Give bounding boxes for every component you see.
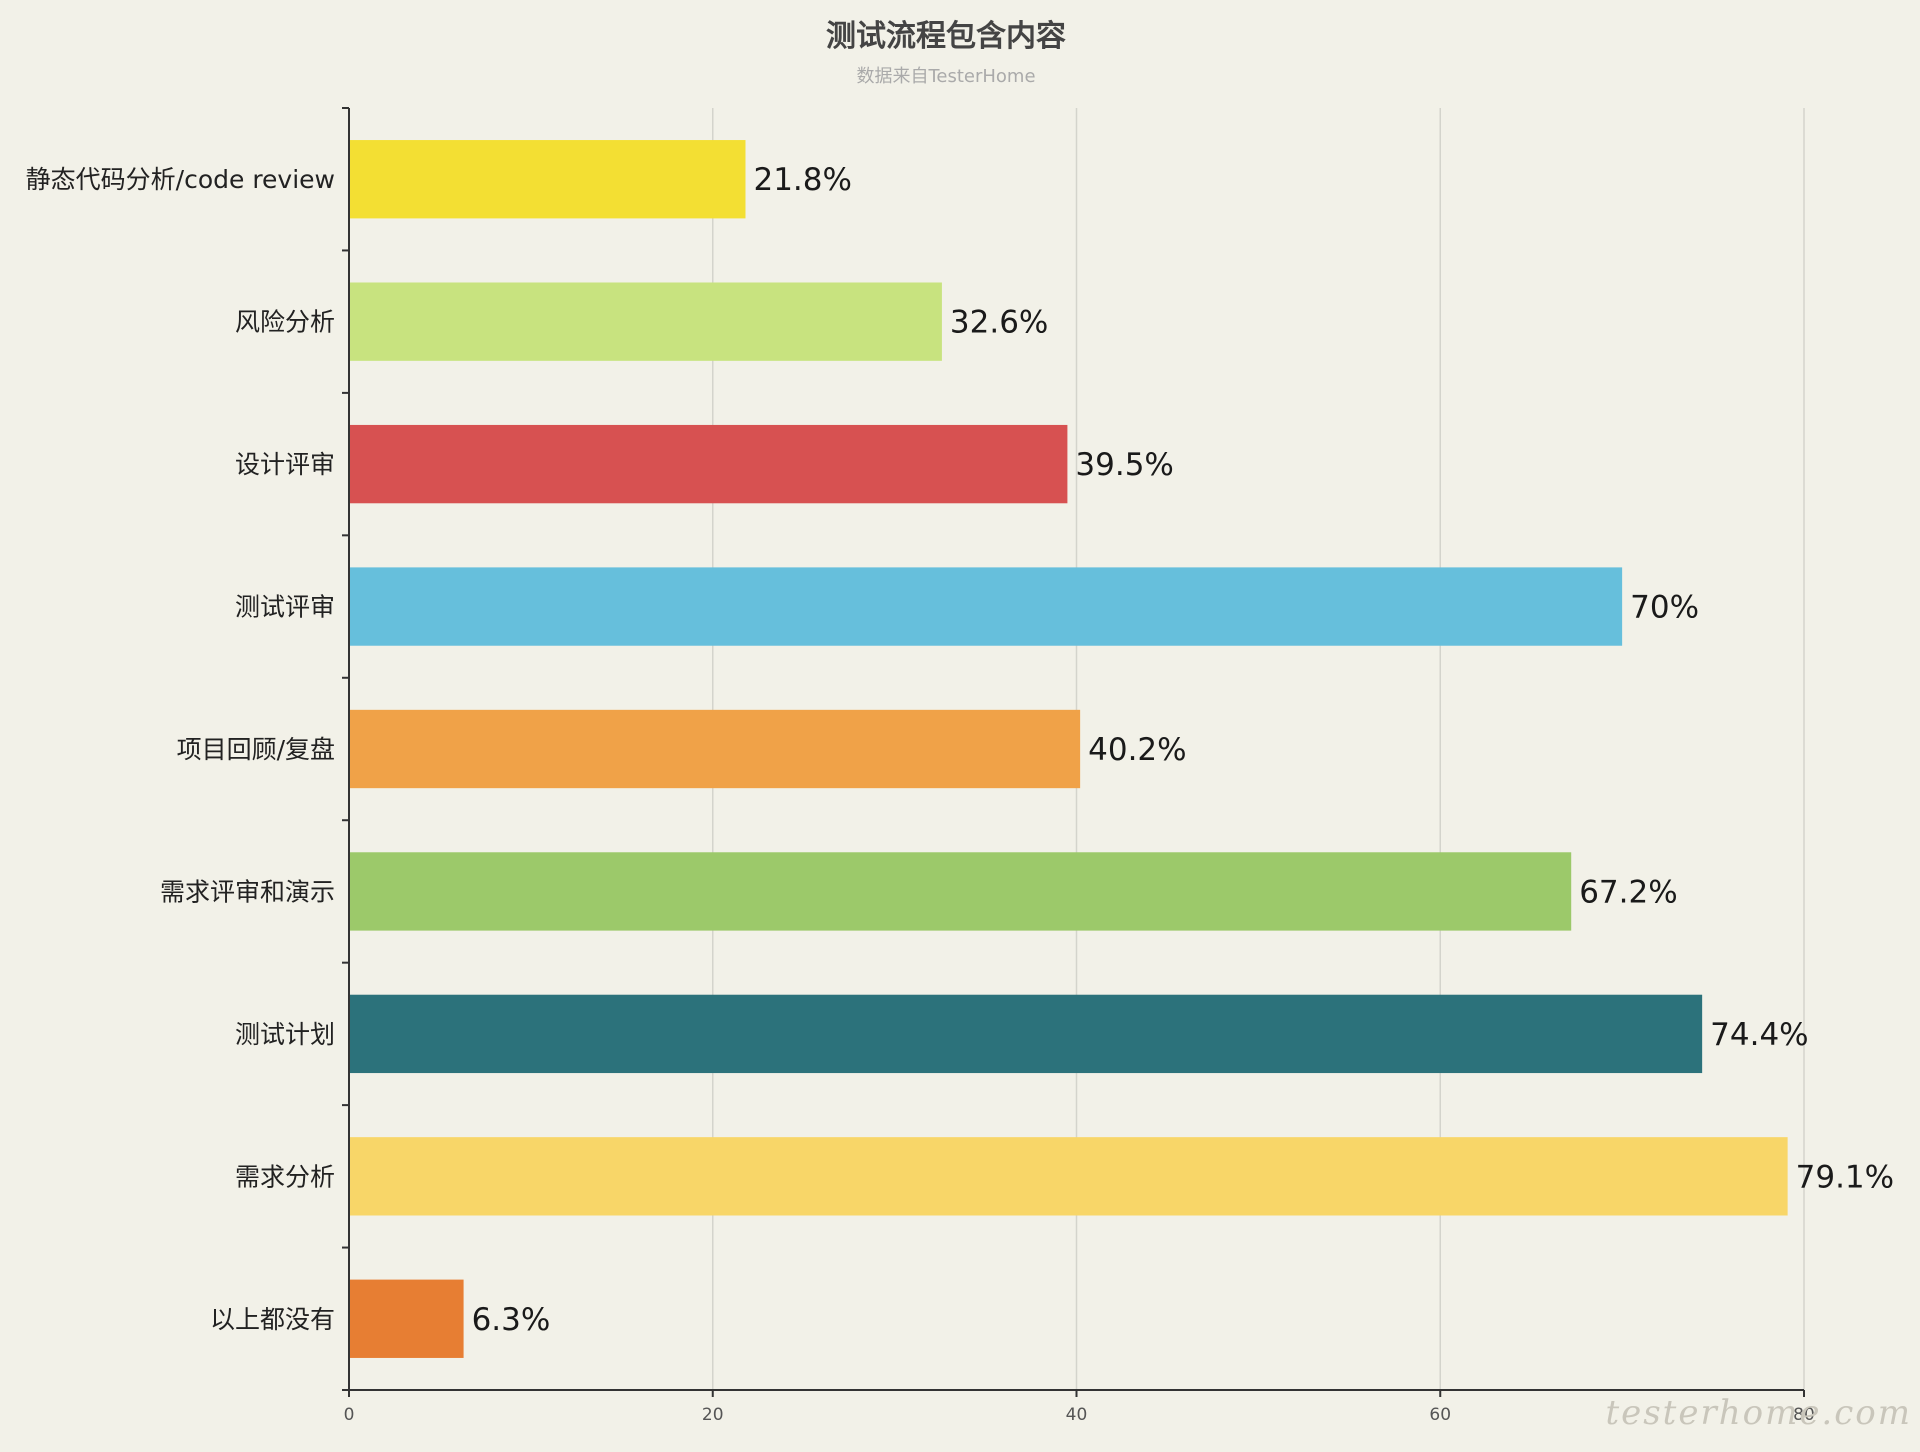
- category-label: 以上都没有: [210, 1305, 335, 1334]
- chart-subtitle: 数据来自TesterHome: [856, 66, 1035, 87]
- value-label: 79.1%: [1796, 1159, 1894, 1195]
- value-label: 39.5%: [1075, 447, 1173, 483]
- bar: [349, 994, 1703, 1074]
- bars: [349, 140, 1788, 1358]
- category-label: 测试评审: [235, 593, 335, 622]
- value-label: 40.2%: [1088, 732, 1186, 768]
- bar: [349, 852, 1572, 931]
- x-tick-label: 0: [344, 1405, 355, 1425]
- category-label: 项目回顾/复盘: [177, 735, 335, 764]
- bar: [349, 282, 942, 361]
- bar: [349, 424, 1068, 504]
- category-label: 设计评审: [235, 450, 335, 479]
- bar: [349, 140, 746, 219]
- value-label: 74.4%: [1710, 1017, 1808, 1053]
- bar: [349, 1137, 1788, 1216]
- category-label: 静态代码分析/code review: [26, 165, 335, 194]
- x-axis-ticks: 0 20 40 60 80: [344, 1390, 1815, 1425]
- x-tick-label: 40: [1066, 1405, 1088, 1425]
- value-label: 67.2%: [1579, 874, 1677, 910]
- bar: [349, 567, 1623, 646]
- value-label: 6.3%: [472, 1302, 551, 1338]
- value-labels: 21.8% 32.6% 39.5% 70% 40.2% 67.2% 74.4% 79.1% 6.…: [472, 162, 1895, 1338]
- chart-title: 测试流程包含内容: [826, 19, 1066, 54]
- category-labels: 静态代码分析/code review 风险分析设计评审测试评审项目回顾/复盘需求评…: [26, 165, 335, 1334]
- value-label: 21.8%: [753, 162, 851, 198]
- watermark: testerhome.com: [1605, 1393, 1912, 1433]
- bar: [349, 1279, 464, 1358]
- category-label: 需求分析: [235, 1162, 335, 1191]
- category-label: 风险分析: [235, 308, 335, 337]
- axes: [342, 107, 1804, 1391]
- x-tick-label: 80: [1793, 1405, 1815, 1425]
- category-label: 需求评审和演示: [160, 877, 335, 906]
- value-label: 70%: [1630, 590, 1699, 626]
- bar: [349, 709, 1081, 789]
- x-tick-label: 60: [1429, 1405, 1451, 1425]
- category-label: 测试计划: [235, 1020, 335, 1049]
- x-tick-label: 20: [702, 1405, 724, 1425]
- value-label: 32.6%: [950, 305, 1048, 341]
